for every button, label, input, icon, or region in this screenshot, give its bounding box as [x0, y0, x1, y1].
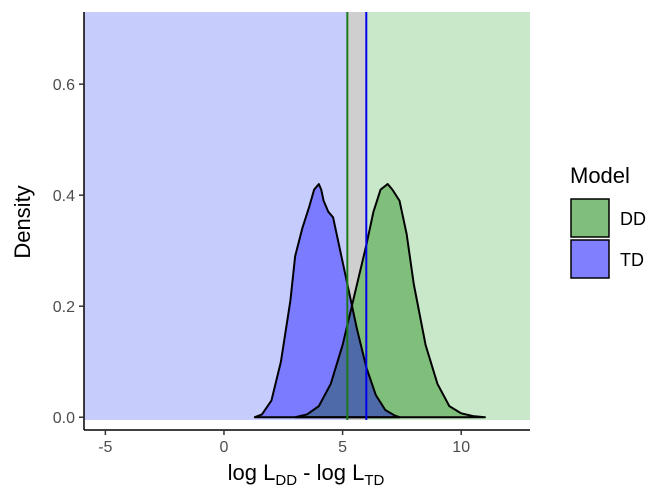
y-tick-label: 0.2: [53, 299, 75, 316]
y-tick-label: 0.6: [53, 77, 75, 94]
y-tick-label: 0.4: [53, 188, 75, 205]
x-axis-title-part: - log L: [297, 460, 364, 485]
density-line-td: [253, 183, 401, 419]
y-tick-label: 0.0: [53, 410, 75, 427]
legend-label-dd: DD: [620, 209, 646, 229]
axes: [83, 12, 530, 431]
legend-key-td: [570, 239, 610, 279]
legend: Model DD TD: [570, 163, 646, 279]
legend-title: Model: [570, 163, 630, 188]
x-axis-title: log LDD - log LTD: [228, 460, 385, 489]
legend-label-td: TD: [620, 250, 644, 270]
x-axis-title-sub: DD: [275, 472, 297, 489]
density-line-dd: [294, 183, 486, 419]
legend-key-dd: [570, 198, 610, 238]
y-axis-title: Density: [10, 185, 35, 258]
x-axis-title-sub: TD: [364, 472, 384, 489]
x-tick-label: 10: [452, 439, 470, 456]
x-tick-label: 5: [338, 439, 347, 456]
vertical-lines: [346, 12, 368, 420]
x-axis-title-part: log L: [228, 460, 276, 485]
ticks: -5 0 5 10 0.0 0.2 0.4 0.6: [53, 77, 470, 456]
x-tick-label: 0: [220, 439, 229, 456]
x-tick-label: -5: [98, 439, 112, 456]
